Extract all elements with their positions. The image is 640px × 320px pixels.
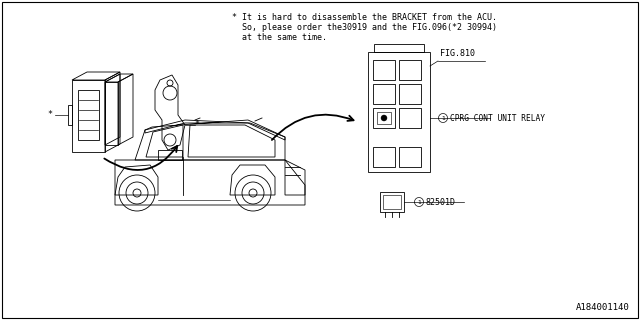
Bar	[377, 112, 391, 124]
Bar	[399, 147, 421, 167]
Bar	[399, 108, 421, 128]
Circle shape	[381, 115, 387, 121]
Bar	[373, 147, 395, 167]
Bar	[373, 60, 395, 80]
Bar	[399, 84, 421, 104]
Bar	[373, 84, 395, 104]
Text: CPRG CONT UNIT RELAY: CPRG CONT UNIT RELAY	[450, 114, 545, 123]
Bar	[380, 192, 404, 212]
Text: So, please order the30919 and the FIG.096(*2 30994): So, please order the30919 and the FIG.09…	[232, 23, 497, 32]
Bar	[373, 108, 395, 128]
Text: 82501D: 82501D	[426, 198, 456, 207]
Text: * It is hard to disassemble the BRACKET from the ACU.: * It is hard to disassemble the BRACKET …	[232, 13, 497, 22]
Text: at the same time.: at the same time.	[232, 33, 327, 42]
Text: *: *	[47, 110, 52, 119]
Bar	[399, 60, 421, 80]
Text: 1: 1	[441, 116, 445, 121]
Bar	[368, 52, 430, 172]
Bar	[383, 195, 401, 209]
Text: FIG.810: FIG.810	[440, 49, 475, 58]
Text: *: *	[195, 121, 200, 130]
Bar	[374, 44, 424, 52]
Text: 1: 1	[417, 199, 421, 204]
Text: A184001140: A184001140	[576, 303, 630, 312]
